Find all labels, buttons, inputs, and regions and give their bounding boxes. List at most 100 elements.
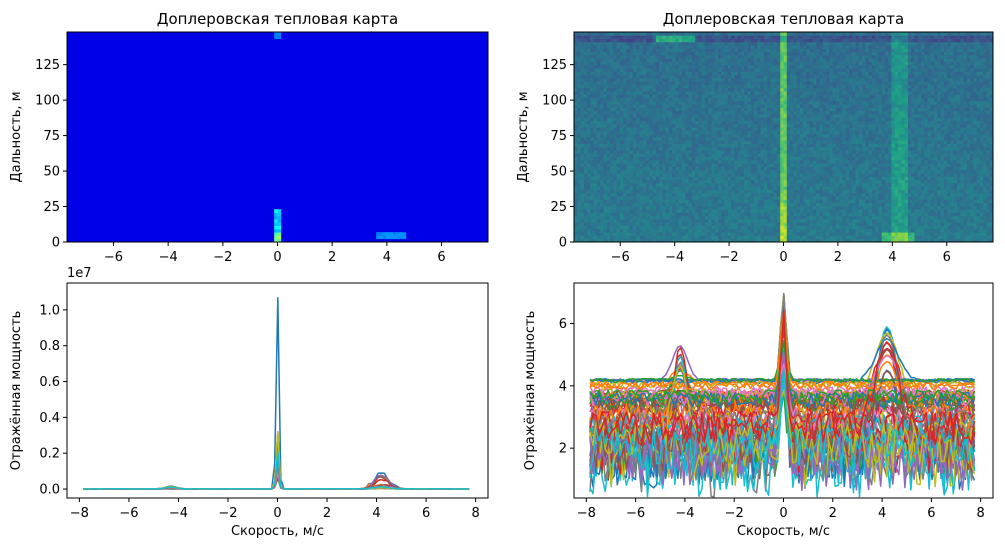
heatmap-cell [852,228,856,233]
heatmap-cell [757,182,761,187]
heatmap-cell [852,232,856,236]
heatmap-cell [845,159,850,164]
heatmap-cell [763,196,768,200]
heatmap-cell [868,232,873,236]
heatmap-cell [976,143,981,148]
heatmap-cell [819,235,824,240]
heatmap-cell [773,212,778,217]
heatmap-cell [891,133,896,138]
heatmap-cell [583,163,588,167]
heatmap-cell [956,238,961,243]
heatmap-cell [623,173,627,177]
heatmap-cell [754,182,758,187]
heatmap-cell [832,150,837,154]
heatmap-cell [881,238,886,243]
heatmap-cell [678,114,683,118]
heatmap-cell [610,150,614,154]
heatmap-cell [803,130,807,135]
heatmap-cell [904,143,909,148]
heatmap-cell [767,192,771,197]
heatmap-cell [655,163,660,167]
heatmap-cell [848,140,853,144]
heatmap-cell [920,189,925,194]
heatmap-cell [976,212,981,217]
heatmap-cell [773,228,778,233]
heatmap-cell [600,222,604,226]
heatmap-cell [606,235,611,240]
heatmap-cell [678,199,683,204]
heatmap-cell [855,133,860,138]
heatmap-cell [875,140,879,144]
heatmap-cell [911,212,915,217]
heatmap-cell [924,209,928,213]
heatmap-cell [970,238,974,243]
heatmap-cell [835,156,840,161]
heatmap-cell [881,137,886,141]
heatmap-cell [773,159,778,164]
heatmap-cell [894,222,899,226]
heatmap-cell [858,192,863,197]
heatmap-cell [740,209,745,213]
heatmap-cell [776,222,781,226]
heatmap-cell [754,143,758,148]
heatmap-cell [907,212,912,217]
heatmap-cell [839,137,843,141]
heatmap-cell [610,176,614,181]
heatmap-cell [904,130,909,135]
heatmap-cell [911,127,915,131]
heatmap-cell [757,146,761,151]
heatmap-cell [750,179,755,184]
heatmap-cell [668,159,673,164]
heatmap-cell [767,163,771,167]
heatmap-cell [803,150,807,154]
heatmap-cell [760,182,765,187]
heatmap-cell [812,202,817,207]
heatmap-cell [930,130,935,135]
heatmap-cell [678,176,683,181]
heatmap-cell [927,189,932,194]
heatmap-cell [711,222,716,226]
heatmap-cell [596,186,601,190]
heatmap-cell [613,156,617,161]
heatmap-cell [642,153,647,158]
heatmap-cell [632,114,637,118]
heatmap-cell [711,114,716,118]
heatmap-cell [574,176,578,181]
heatmap-cell [796,232,801,236]
heatmap-cell [799,235,804,240]
heatmap-cell [894,166,899,171]
heatmap-cell [835,140,840,144]
heatmap-cell [727,205,732,210]
heatmap-cell [662,225,667,230]
heatmap-cell [737,238,742,243]
heatmap-cell [767,150,771,154]
heatmap-cell [871,143,876,148]
heatmap-cell [590,176,595,181]
heatmap-cell [606,196,611,200]
heatmap-cell [646,228,650,233]
heatmap-cell [829,222,834,226]
heatmap-cell [911,133,915,138]
heatmap-cell [577,235,581,240]
heatmap-cell [979,150,984,154]
heatmap-cell [806,120,811,125]
heatmap-cell [927,156,932,161]
heatmap-cell [708,150,712,154]
heatmap-cell [718,159,722,164]
heatmap-cell [898,176,902,181]
heatmap-cell [927,143,932,148]
heatmap-cell [924,205,928,210]
heatmap-cell [950,120,955,125]
heatmap-cell [852,133,856,138]
heatmap-cell [655,130,660,135]
heatmap-cell [875,179,879,184]
heatmap-cell [652,225,657,230]
heatmap-cell [642,215,647,220]
heatmap-cell [783,153,788,158]
heatmap-cell [744,153,748,158]
heatmap-cell [826,130,830,135]
heatmap-cell [688,146,693,151]
heatmap-cell [986,123,991,128]
heatmap-cell [937,176,942,181]
heatmap-cell [950,130,955,135]
